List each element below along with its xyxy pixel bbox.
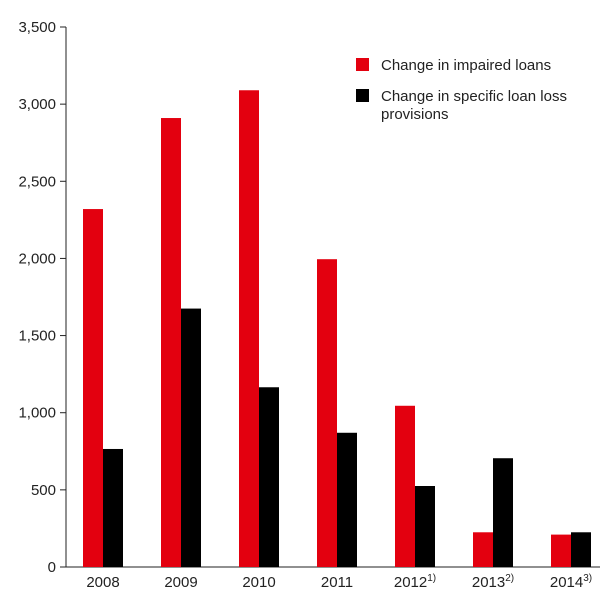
y-tick-label: 2,000 (18, 250, 56, 267)
bar-loan-loss-provisions (259, 387, 279, 567)
x-tick-label: 20132) (472, 573, 514, 590)
x-tick-label: 20143) (550, 573, 592, 590)
bar-impaired-loans (239, 90, 259, 567)
bar-impaired-loans (473, 532, 493, 567)
y-tick-label: 2,500 (18, 173, 56, 190)
y-tick-label: 1,000 (18, 405, 56, 422)
y-tick-label: 1,500 (18, 328, 56, 345)
x-tick-label: 2010 (242, 574, 275, 590)
bar-impaired-loans (83, 209, 103, 568)
y-tick-label: 500 (31, 482, 56, 499)
legend: Change in impaired loans Change in specif… (356, 57, 567, 123)
bar-impaired-loans (395, 405, 415, 567)
bar-loan-loss-provisions (181, 308, 201, 567)
y-tick-labels: 0 500 1,000 1,500 2,000 2,500 3,000 3,500 (18, 19, 56, 576)
bar-impaired-loans (161, 118, 181, 568)
legend-label-loan-loss-provisions: Change in specific loan loss provisions (381, 88, 567, 123)
legend-swatch-impaired-loans (356, 58, 369, 71)
y-tick-label: 3,000 (18, 96, 56, 113)
bar-impaired-loans (551, 534, 571, 567)
bar-loan-loss-provisions (493, 458, 513, 567)
bar-loan-loss-provisions (571, 532, 591, 567)
bar-loan-loss-provisions (103, 448, 123, 567)
bar-impaired-loans (317, 259, 337, 567)
x-tick-labels: 2008 2009 2010 2011 20121) 20132) 20143) (86, 573, 592, 591)
x-tick-label: 2009 (164, 574, 197, 590)
x-tick-label: 2008 (86, 574, 119, 590)
bars (83, 90, 591, 568)
bar-loan-loss-provisions (415, 486, 435, 567)
x-tick-label: 20121) (394, 573, 436, 590)
y-tick-label: 0 (48, 559, 56, 576)
legend-swatch-loan-loss-provisions (356, 89, 369, 102)
x-tick-label: 2011 (321, 574, 353, 590)
legend-label-impaired-loans: Change in impaired loans (381, 57, 551, 74)
bar-loan-loss-provisions (337, 432, 357, 567)
y-tick-label: 3,500 (18, 19, 56, 36)
